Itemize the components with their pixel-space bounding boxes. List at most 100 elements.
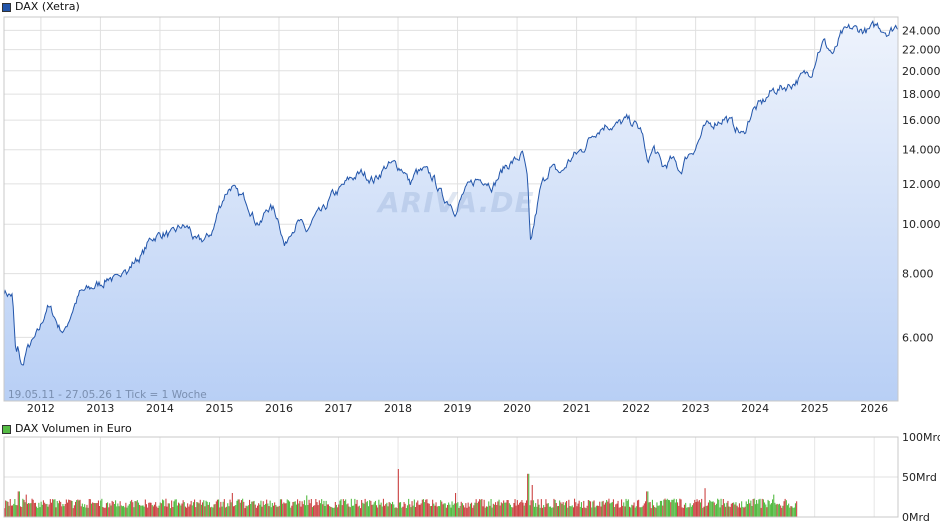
volume-bar — [5, 500, 7, 517]
volume-bar — [173, 501, 175, 517]
volume-bar — [200, 504, 202, 517]
volume-bar — [584, 507, 586, 517]
volume-bar — [522, 502, 524, 517]
volume-bar — [456, 503, 458, 517]
volume-bar — [711, 501, 713, 517]
volume-bar — [740, 507, 742, 517]
volume-bar — [111, 500, 113, 517]
volume-bar — [158, 505, 160, 517]
volume-bar — [427, 503, 429, 517]
volume-bar — [184, 506, 186, 517]
volume-bar — [224, 507, 226, 517]
volume-bar — [240, 500, 242, 517]
volume-bar — [544, 507, 546, 517]
volume-bar — [123, 505, 125, 517]
volume-bar — [300, 506, 302, 517]
volume-bar — [751, 506, 753, 517]
volume-bar — [406, 505, 408, 517]
volume-bar — [404, 503, 406, 517]
volume-bar — [71, 501, 73, 517]
volume-bar — [475, 499, 477, 517]
volume-bar — [118, 506, 120, 517]
price-legend-label: DAX (Xetra) — [15, 0, 80, 13]
volume-bar — [12, 505, 14, 517]
volume-bar — [131, 499, 133, 517]
volume-bar — [441, 501, 443, 517]
volume-chart-frame — [3, 436, 899, 518]
volume-bar — [725, 506, 727, 517]
volume-bar — [618, 507, 620, 517]
volume-bar — [76, 500, 78, 517]
volume-bar — [762, 499, 764, 517]
volume-bar — [769, 504, 771, 517]
volume-bar — [148, 502, 150, 517]
volume-bar — [91, 503, 93, 517]
volume-bar — [735, 502, 737, 517]
price-y-tick-label: 24.000 — [902, 24, 940, 37]
volume-bar — [85, 507, 87, 517]
volume-bar — [783, 501, 785, 517]
volume-bar — [164, 506, 166, 517]
volume-bar — [196, 502, 198, 517]
volume-bar — [724, 503, 726, 517]
volume-bar — [348, 506, 350, 517]
volume-bar — [273, 505, 275, 517]
volume-bar — [547, 503, 549, 517]
watermark-logo: ARIVA.DE — [378, 186, 535, 219]
volume-bar — [190, 500, 192, 517]
date-range-label: 19.05.11 - 27.05.26 1 Tick = 1 Woche — [8, 389, 207, 401]
volume-bar — [129, 501, 131, 517]
volume-bar — [386, 502, 388, 517]
volume-bar — [28, 503, 30, 517]
volume-bar — [150, 502, 152, 517]
volume-bar — [493, 504, 495, 517]
volume-bar — [152, 506, 154, 517]
volume-bar — [580, 502, 582, 517]
volume-bar — [108, 507, 110, 517]
volume-bar — [687, 507, 689, 517]
volume-bar — [519, 502, 521, 517]
volume-bar — [647, 491, 649, 517]
volume-bar — [349, 507, 351, 517]
volume-bar — [496, 505, 498, 517]
volume-bar — [354, 498, 356, 517]
volume-bar — [500, 502, 502, 517]
volume-bar — [426, 499, 428, 517]
volume-bar — [645, 501, 647, 517]
volume-bar — [643, 503, 645, 517]
volume-bar — [113, 504, 115, 517]
volume-bar — [285, 503, 287, 517]
volume-bar — [792, 507, 794, 517]
volume-bar — [749, 503, 751, 517]
price-x-tick-label: 2016 — [265, 402, 293, 415]
volume-bar — [701, 498, 703, 517]
volume-bar — [625, 498, 627, 517]
volume-bar — [466, 507, 468, 517]
volume-bar — [362, 502, 364, 517]
volume-bar — [319, 503, 321, 517]
volume-bar — [699, 502, 701, 517]
volume-bar — [244, 508, 246, 517]
volume-bar — [20, 506, 22, 517]
volume-bar — [682, 507, 684, 517]
volume-bar — [576, 506, 578, 517]
volume-bar — [339, 500, 341, 517]
volume-bar — [630, 507, 632, 517]
volume-bar — [569, 506, 571, 517]
volume-bar — [186, 507, 188, 517]
volume-bar — [306, 495, 308, 517]
volume-bar — [564, 502, 566, 517]
volume-bar — [263, 505, 265, 517]
volume-bar — [495, 502, 497, 517]
volume-bar — [560, 502, 562, 517]
volume-bar — [693, 503, 695, 517]
volume-bar — [595, 505, 597, 517]
volume-bar — [162, 499, 164, 517]
volume-bar — [22, 498, 24, 517]
price-y-tick-label: 16.000 — [902, 114, 940, 127]
volume-bar — [388, 502, 390, 517]
volume-bar — [524, 502, 526, 517]
volume-bar — [514, 499, 516, 517]
volume-bar — [47, 506, 49, 517]
volume-bar — [208, 502, 210, 517]
